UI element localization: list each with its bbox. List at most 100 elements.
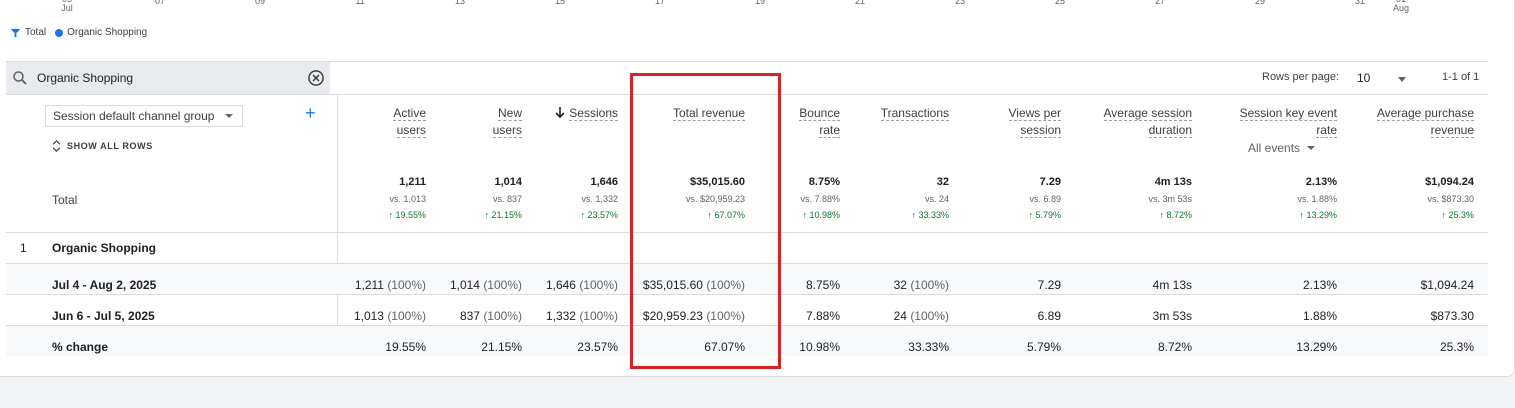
cell-value: 2.13% xyxy=(1302,278,1337,292)
axis-tick-label: 05 Jul xyxy=(61,0,73,13)
clear-search-icon[interactable] xyxy=(306,68,326,88)
column-header-active[interactable]: Active users xyxy=(393,105,426,139)
unfold-icon xyxy=(52,140,61,152)
table-cell: 1,211 (100%) xyxy=(355,278,426,292)
cell-value: 1,014 xyxy=(449,278,480,292)
legend-item-total[interactable]: Total xyxy=(10,27,46,38)
show-all-rows-button[interactable]: SHOW ALL ROWS xyxy=(52,140,153,152)
column-header-transactions[interactable]: Transactions xyxy=(880,105,949,122)
key-event-select[interactable]: All events xyxy=(1248,141,1316,155)
table-cell: $873.30 xyxy=(1431,309,1474,323)
cell-value: 23.57% xyxy=(577,340,618,354)
axis-tick-label: 07 xyxy=(154,0,165,6)
divider xyxy=(6,232,1488,233)
axis-tick-label: 17 xyxy=(654,0,665,6)
legend-item-organic-shopping[interactable]: Organic Shopping xyxy=(55,27,147,38)
legend-total-label: Total xyxy=(25,27,47,38)
total-change: ↑ 21.15% xyxy=(484,210,522,220)
column-header-total-revenue[interactable]: Total revenue xyxy=(672,105,745,122)
cell-value: 67.07% xyxy=(704,340,745,354)
column-header-line2: session xyxy=(1020,123,1061,138)
total-value: 8.75% xyxy=(808,176,840,188)
cell-value: 21.15% xyxy=(481,340,522,354)
table-cell: 837 (100%) xyxy=(460,309,522,323)
column-header-line1: Sessions xyxy=(569,106,618,121)
column-header-views-per[interactable]: Views per session xyxy=(1008,105,1061,139)
divider xyxy=(6,61,1488,62)
column-header-line1: Average session xyxy=(1103,106,1192,121)
dimension-select[interactable]: Session default channel group xyxy=(45,105,243,127)
cell-percent: (100%) xyxy=(579,278,618,292)
cell-value: $20,959.23 xyxy=(642,309,703,323)
table-cell: 2.13% xyxy=(1303,278,1337,292)
cell-value: 3m 53s xyxy=(1152,309,1192,323)
column-divider xyxy=(337,94,338,356)
search-filter[interactable]: Organic Shopping xyxy=(6,62,330,94)
axis-tick-label: 15 xyxy=(554,0,565,6)
row-label: Jun 6 - Jul 5, 2025 xyxy=(52,309,155,323)
column-header-sessions[interactable]: Sessions xyxy=(555,105,618,122)
table-cell: 4m 13s xyxy=(1153,278,1192,292)
total-value: $1,094.24 xyxy=(1425,176,1474,188)
sort-arrow-down-icon[interactable] xyxy=(555,106,565,118)
table-cell: $35,015.60 (100%) xyxy=(643,278,745,292)
total-comparison: vs. $873.30 xyxy=(1427,194,1474,204)
axis-tick-label: 19 xyxy=(754,0,765,6)
total-cell: 8.75% vs. 7.88% ↑ 10.98% xyxy=(800,176,840,220)
divider xyxy=(6,294,1488,295)
total-value: 32 xyxy=(936,176,949,188)
cell-percent: (100%) xyxy=(483,278,522,292)
cell-value: 5.79% xyxy=(1026,340,1061,354)
cell-percent: (100%) xyxy=(706,309,745,323)
total-change: ↑ 23.57% xyxy=(580,210,618,220)
cell-percent: (100%) xyxy=(910,278,949,292)
total-comparison: vs. 6.89 xyxy=(1029,194,1061,204)
chevron-down-icon[interactable] xyxy=(1398,77,1406,82)
total-change: ↑ 5.79% xyxy=(1028,210,1061,220)
total-change: ↑ 25.3% xyxy=(1441,210,1474,220)
rows-per-page-select[interactable]: 10 xyxy=(1357,71,1371,85)
row-label: Jul 4 - Aug 2, 2025 xyxy=(52,278,157,292)
column-header-average-purchase[interactable]: Average purchase revenue xyxy=(1376,105,1474,139)
total-cell: 7.29 vs. 6.89 ↑ 5.79% xyxy=(1028,176,1061,220)
table-cell: 1,013 (100%) xyxy=(354,309,426,323)
column-header-session-key-event[interactable]: Session key event rate xyxy=(1239,105,1337,139)
column-header-new[interactable]: New users xyxy=(492,105,522,139)
total-value: 2.13% xyxy=(1305,176,1337,188)
total-cell: $1,094.24 vs. $873.30 ↑ 25.3% xyxy=(1425,176,1474,220)
column-header-average-session[interactable]: Average session duration xyxy=(1103,105,1192,139)
cell-value: 1,013 xyxy=(353,309,384,323)
data-table: Organic Shopping Rows per page: 10 1-1 o… xyxy=(6,61,1488,356)
divider xyxy=(6,94,1488,95)
total-comparison: vs. 3m 53s xyxy=(1148,194,1192,204)
cell-value: 24 xyxy=(893,309,907,323)
row-background xyxy=(6,264,1488,294)
total-comparison: vs. 1.88% xyxy=(1297,194,1337,204)
table-cell: 1,014 (100%) xyxy=(450,278,522,292)
total-value: $35,015.60 xyxy=(689,176,745,188)
cell-value: 1.88% xyxy=(1302,309,1337,323)
cell-percent: (100%) xyxy=(579,309,618,323)
table-cell: 7.88% xyxy=(806,309,840,323)
table-cell: 8.75% xyxy=(806,278,840,292)
column-header-bounce[interactable]: Bounce rate xyxy=(799,105,840,139)
axis-tick-label: 09 xyxy=(254,0,265,6)
column-header-line2: duration xyxy=(1148,123,1192,138)
row-number: 1 xyxy=(20,241,27,255)
table-cell: 1,332 (100%) xyxy=(546,309,618,323)
cell-value: 8.72% xyxy=(1157,340,1192,354)
total-change: ↑ 8.72% xyxy=(1159,210,1192,220)
pagination-range: 1-1 of 1 xyxy=(1442,71,1480,83)
divider xyxy=(6,325,1488,326)
table-cell: 19.55% xyxy=(385,340,426,354)
search-input[interactable]: Organic Shopping xyxy=(37,71,134,85)
total-comparison: vs. 1,013 xyxy=(389,194,426,204)
table-cell: 67.07% xyxy=(704,340,745,354)
table-cell: 1.88% xyxy=(1303,309,1337,323)
table-cell: 7.29 xyxy=(1038,278,1061,292)
cell-value: 837 xyxy=(459,309,480,323)
column-header-line1: Average purchase xyxy=(1376,106,1474,121)
cell-value: 10.98% xyxy=(799,340,840,354)
highlight-box xyxy=(630,73,781,369)
add-dimension-button[interactable]: + xyxy=(305,103,316,123)
